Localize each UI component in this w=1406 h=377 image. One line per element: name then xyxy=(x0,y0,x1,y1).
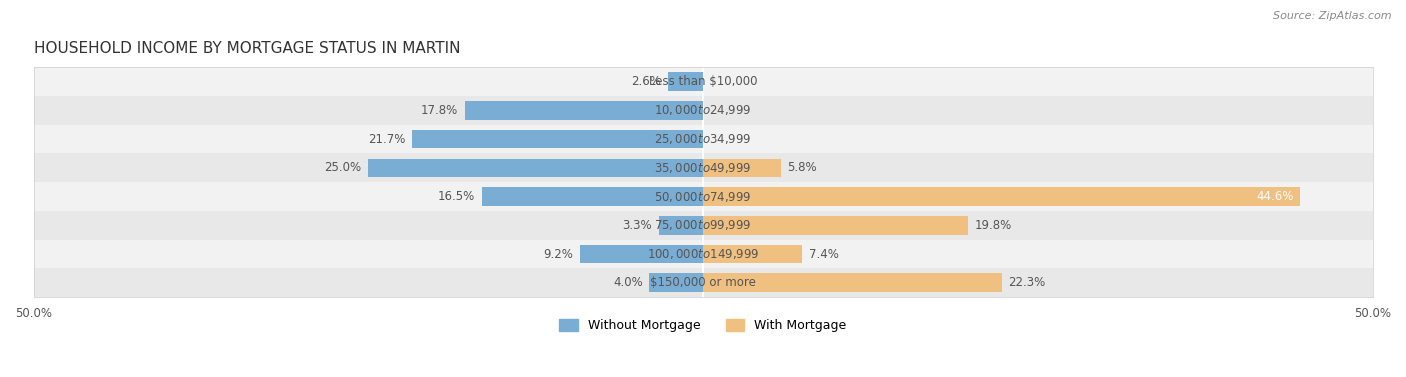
Bar xyxy=(668,72,703,91)
Text: 25.0%: 25.0% xyxy=(325,161,361,174)
Text: 44.6%: 44.6% xyxy=(1256,190,1294,203)
Bar xyxy=(34,268,1372,297)
Bar xyxy=(703,187,1301,206)
Text: $75,000 to $99,999: $75,000 to $99,999 xyxy=(654,218,752,232)
Bar xyxy=(703,273,1001,292)
Text: 21.7%: 21.7% xyxy=(368,133,406,146)
Text: Less than $10,000: Less than $10,000 xyxy=(648,75,758,88)
Text: 2.6%: 2.6% xyxy=(631,75,661,88)
Bar xyxy=(34,240,1372,268)
Text: 9.2%: 9.2% xyxy=(543,248,574,261)
Text: $150,000 or more: $150,000 or more xyxy=(650,276,756,289)
Bar xyxy=(464,101,703,120)
Text: 7.4%: 7.4% xyxy=(808,248,838,261)
Bar xyxy=(34,125,1372,153)
Text: Source: ZipAtlas.com: Source: ZipAtlas.com xyxy=(1274,11,1392,21)
Legend: Without Mortgage, With Mortgage: Without Mortgage, With Mortgage xyxy=(560,319,846,332)
Text: 3.3%: 3.3% xyxy=(623,219,652,232)
Text: $50,000 to $74,999: $50,000 to $74,999 xyxy=(654,190,752,204)
Text: $25,000 to $34,999: $25,000 to $34,999 xyxy=(654,132,752,146)
Bar xyxy=(482,187,703,206)
Bar xyxy=(412,130,703,149)
Text: $100,000 to $149,999: $100,000 to $149,999 xyxy=(647,247,759,261)
Bar xyxy=(368,158,703,177)
Text: 19.8%: 19.8% xyxy=(974,219,1012,232)
Bar xyxy=(34,182,1372,211)
Text: HOUSEHOLD INCOME BY MORTGAGE STATUS IN MARTIN: HOUSEHOLD INCOME BY MORTGAGE STATUS IN M… xyxy=(34,41,460,57)
Bar xyxy=(650,273,703,292)
Bar xyxy=(703,216,969,234)
Text: $35,000 to $49,999: $35,000 to $49,999 xyxy=(654,161,752,175)
Bar xyxy=(579,245,703,264)
Bar xyxy=(34,96,1372,125)
Bar xyxy=(659,216,703,234)
Bar xyxy=(703,245,801,264)
Bar xyxy=(34,153,1372,182)
Text: 22.3%: 22.3% xyxy=(1008,276,1046,289)
Bar xyxy=(34,211,1372,240)
Text: 17.8%: 17.8% xyxy=(420,104,458,117)
Bar xyxy=(34,67,1372,96)
Text: $10,000 to $24,999: $10,000 to $24,999 xyxy=(654,103,752,117)
Text: 5.8%: 5.8% xyxy=(787,161,817,174)
Text: 16.5%: 16.5% xyxy=(439,190,475,203)
Text: 4.0%: 4.0% xyxy=(613,276,643,289)
Bar xyxy=(703,158,780,177)
